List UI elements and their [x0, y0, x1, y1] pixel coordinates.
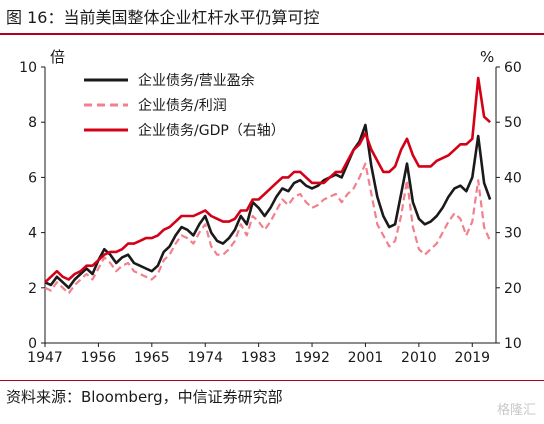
left-axis-ticks: 0 2 4 6 8 10	[19, 60, 45, 352]
watermark: 格隆汇	[496, 403, 536, 418]
series-layer	[44, 76, 492, 295]
left-tick-label: 0	[28, 336, 37, 352]
right-axis-unit: %	[480, 48, 494, 66]
x-axis-ticks: 1947 1956 1965 1974 1983 1992 2001 2010 2019	[27, 343, 490, 366]
left-tick-label: 2	[28, 281, 37, 297]
line-chart: 倍 % 0 2 4 6 8 10 10 20 30 40 50 60 1947 1956 1965 197…	[19, 48, 522, 366]
left-tick-label: 6	[28, 170, 37, 186]
x-tick-label: 2010	[401, 350, 437, 366]
title-rule	[0, 33, 544, 35]
right-tick-label: 20	[504, 281, 522, 297]
left-tick-label: 8	[28, 115, 37, 131]
x-tick-label: 1974	[187, 350, 223, 366]
plot-area	[44, 67, 497, 344]
right-tick-label: 50	[504, 115, 522, 131]
x-tick-label: 1983	[241, 350, 277, 366]
legend-item-debt-operating-surplus-label: 企业债务/营业盈余	[138, 72, 255, 89]
x-tick-label: 1992	[294, 350, 330, 366]
right-axis-ticks: 10 20 30 40 50 60	[496, 60, 522, 352]
right-tick-label: 10	[504, 336, 522, 352]
x-tick-label: 1956	[81, 350, 117, 366]
left-axis-unit: 倍	[50, 48, 65, 66]
x-tick-label: 1947	[27, 350, 63, 366]
figure-source: 资料来源：Bloomberg，中信证券研究部	[6, 388, 283, 406]
legend-item-debt-profit-label: 企业债务/利润	[138, 97, 227, 114]
x-tick-label: 2001	[348, 350, 384, 366]
series-line-debt-profit	[44, 162, 492, 295]
right-tick-label: 40	[504, 170, 522, 186]
left-tick-label: 10	[19, 60, 37, 76]
series-line-debt-gdp	[44, 76, 491, 284]
right-tick-label: 60	[504, 60, 522, 76]
right-tick-label: 30	[504, 226, 522, 242]
figure-title: 图 16：当前美国整体企业杠杆水平仍算可控	[6, 8, 320, 27]
source-rule	[0, 380, 544, 381]
left-tick-label: 4	[28, 226, 37, 242]
x-tick-label: 1965	[134, 350, 170, 366]
series-line-debt-operating-surplus	[44, 123, 492, 290]
legend-item-debt-gdp-label: 企业债务/GDP（右轴）	[138, 122, 285, 139]
x-tick-label: 2019	[454, 350, 490, 366]
